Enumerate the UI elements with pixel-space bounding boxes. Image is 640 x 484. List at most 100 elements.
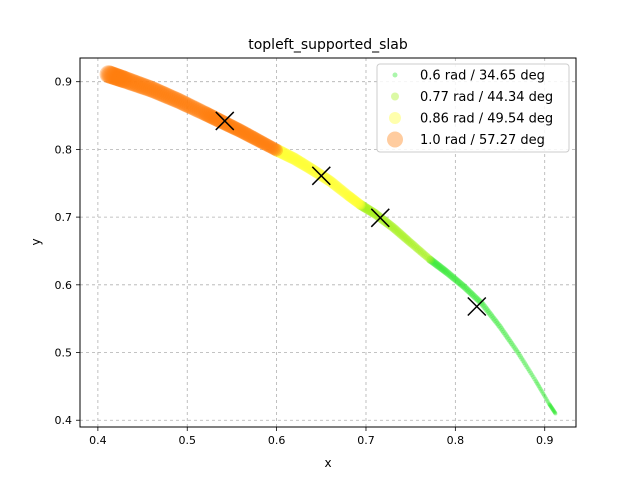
data-point <box>322 174 334 186</box>
x-tick-label: 0.7 <box>357 434 375 447</box>
data-point <box>356 200 367 211</box>
data-point <box>145 81 162 99</box>
data-point <box>489 313 496 320</box>
series-4 <box>99 65 283 157</box>
data-point <box>359 202 370 213</box>
data-point <box>390 224 400 234</box>
data-point <box>502 331 508 337</box>
data-point <box>320 173 332 185</box>
data-point <box>551 408 556 413</box>
legend-label: 1.0 rad / 57.27 deg <box>420 133 545 148</box>
x-tick-label: 0.4 <box>89 434 107 447</box>
data-point <box>266 141 280 155</box>
data-point <box>189 102 206 118</box>
data-point <box>550 407 555 412</box>
data-point <box>442 268 451 276</box>
data-point <box>517 354 524 360</box>
data-point <box>200 107 216 123</box>
data-point <box>472 294 480 301</box>
series-1 <box>426 255 558 416</box>
data-point <box>445 270 453 278</box>
data-point <box>172 93 189 110</box>
legend-label: 0.6 rad / 34.65 deg <box>420 69 545 84</box>
data-point <box>449 273 457 281</box>
data-point <box>327 177 339 189</box>
ticks: 0.4 0.5 0.6 0.7 0.8 0.9 0.4 0.5 0.6 0.7 0.8 0.9 <box>55 76 554 447</box>
data-point <box>338 187 350 198</box>
data-point <box>231 122 246 137</box>
y-tick-label: 0.9 <box>55 76 73 89</box>
data-point <box>306 163 319 176</box>
data-point <box>343 190 355 202</box>
data-point <box>244 129 258 144</box>
data-point <box>550 406 555 411</box>
data-point <box>444 269 452 277</box>
data-point <box>219 117 234 132</box>
data-point <box>539 388 544 394</box>
data-point <box>211 113 227 128</box>
data-point <box>412 243 421 252</box>
legend-swatch <box>387 131 403 148</box>
data-point <box>528 370 534 376</box>
data-point <box>545 398 550 403</box>
data-point <box>309 165 321 178</box>
data-point <box>249 132 263 146</box>
data-point <box>397 230 407 240</box>
data-point <box>290 154 304 167</box>
data-point <box>455 279 463 287</box>
data-point <box>176 95 192 112</box>
data-point <box>156 86 174 104</box>
data-point <box>543 395 548 400</box>
data-point <box>248 131 262 146</box>
data-point <box>302 161 315 174</box>
data-point <box>113 70 132 88</box>
data-point <box>510 342 516 348</box>
data-point <box>108 68 127 87</box>
x-axis-label: x <box>324 456 331 470</box>
data-point <box>261 138 275 152</box>
data-point <box>450 274 458 282</box>
data-point <box>365 206 376 217</box>
data-point <box>417 248 426 257</box>
data-point <box>99 65 118 84</box>
data-point <box>351 196 362 207</box>
data-point <box>551 408 556 413</box>
data-point <box>154 85 172 103</box>
data-point <box>385 220 395 230</box>
data-point <box>214 114 229 129</box>
data-point <box>410 242 420 251</box>
data-point <box>388 222 398 232</box>
data-point <box>447 272 456 280</box>
data-point <box>105 67 124 86</box>
data-point <box>226 120 241 135</box>
data-point <box>471 293 478 300</box>
data-point <box>438 264 446 273</box>
data-point <box>469 292 477 299</box>
data-point <box>164 90 181 107</box>
x-tick-label: 0.5 <box>178 434 196 447</box>
data-point <box>488 312 495 319</box>
data-point <box>495 322 502 329</box>
data-point <box>250 133 265 147</box>
data-point <box>170 92 187 109</box>
data-point <box>475 296 482 304</box>
data-point <box>246 131 261 145</box>
data-point <box>259 138 273 152</box>
data-point <box>143 80 160 98</box>
data-point <box>498 325 505 332</box>
data-point <box>467 289 474 297</box>
y-tick-label: 0.6 <box>55 279 73 292</box>
data-point <box>292 155 305 168</box>
data-point <box>482 305 490 312</box>
data-point <box>323 174 335 186</box>
data-point <box>318 171 330 183</box>
data-point <box>174 94 190 111</box>
x-tick-label: 0.9 <box>536 434 554 447</box>
data-point <box>160 88 177 105</box>
data-point <box>458 281 466 289</box>
data-point <box>440 266 448 274</box>
data-point <box>182 98 198 114</box>
data-point <box>394 228 404 238</box>
data-point <box>538 386 543 392</box>
data-point <box>131 76 149 94</box>
